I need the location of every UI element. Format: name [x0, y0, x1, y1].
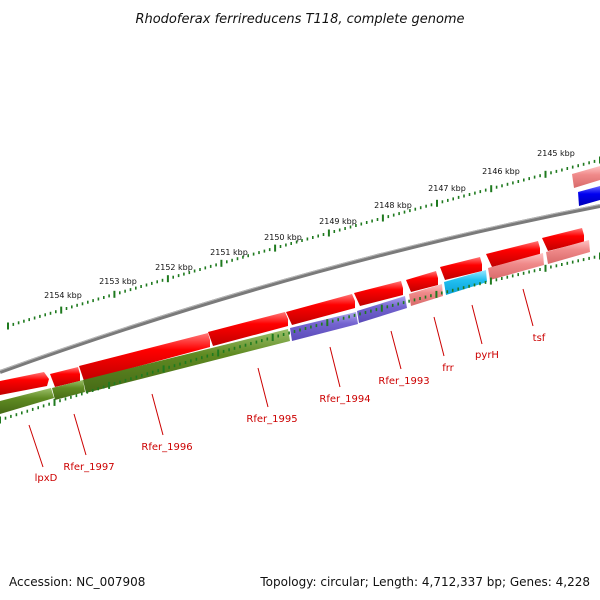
gene-labels: lpxD Rfer_1997 Rfer_1996 Rfer_1995 Rfer_… — [35, 333, 546, 484]
genome-summary-text: Topology: circular; Length: 4,712,337 bp… — [259, 575, 590, 589]
gene-orthology-pink[interactable] — [409, 284, 443, 306]
gene-forward[interactable] — [79, 333, 210, 381]
gene-orthology-olive[interactable] — [0, 388, 54, 414]
genome-backbone — [0, 204, 600, 374]
gene-forward[interactable] — [286, 294, 355, 325]
gene-label-pyrh[interactable]: pyrH — [475, 350, 499, 361]
gene-forward[interactable] — [354, 281, 403, 306]
kbp-tick-label: 2145 kbp — [537, 149, 575, 158]
gene-forward[interactable] — [440, 257, 482, 280]
kbp-tick-label: 2151 kbp — [210, 248, 248, 257]
gene-orthology-blue[interactable] — [578, 186, 600, 206]
gene-label-lpxd[interactable]: lpxD — [35, 473, 58, 484]
gene-label-rfer-1995[interactable]: Rfer_1995 — [246, 414, 297, 425]
gene-label-rfer-1996[interactable]: Rfer_1996 — [141, 442, 192, 453]
gene-forward[interactable] — [0, 372, 49, 395]
gene-orthology-purple[interactable] — [290, 312, 358, 341]
kbp-tick-label: 2149 kbp — [319, 217, 357, 226]
kbp-tick-label: 2154 kbp — [44, 291, 82, 300]
kbp-tick-labels: 2145 kbp 2146 kbp 2147 kbp 2148 kbp 2149… — [44, 149, 575, 300]
gene-orthology-olive[interactable] — [52, 380, 85, 400]
map-title: Rhodoferax ferrireducens T118, complete … — [135, 12, 464, 27]
gene-orthology-cyan[interactable] — [444, 270, 487, 295]
kbp-tick-label: 2147 kbp — [428, 184, 466, 193]
kbp-ruler — [7, 156, 600, 330]
kbp-tick-label: 2148 kbp — [374, 201, 412, 210]
gene-orthology-pink[interactable] — [488, 253, 544, 280]
gene-orthology-olive[interactable] — [83, 329, 290, 393]
inner-ruler — [0, 252, 600, 424]
accession-text: Accession: NC_007908 — [9, 575, 145, 589]
gene-forward[interactable] — [542, 228, 584, 251]
forward-strand-genes — [0, 166, 600, 395]
gene-forward[interactable] — [406, 271, 438, 292]
gene-label-frr[interactable]: frr — [442, 363, 454, 374]
kbp-tick-label: 2153 kbp — [99, 277, 137, 286]
orthology-row — [0, 186, 600, 414]
gene-orthology-pink[interactable] — [546, 240, 590, 264]
gene-forward[interactable] — [208, 312, 288, 346]
gene-label-leaders — [28, 288, 534, 468]
gene-forward[interactable] — [486, 241, 540, 267]
gene-label-rfer-1997[interactable]: Rfer_1997 — [63, 462, 114, 473]
gene-forward[interactable] — [572, 166, 600, 188]
kbp-tick-label: 2150 kbp — [264, 233, 302, 242]
kbp-tick-label: 2152 kbp — [155, 263, 193, 272]
gene-label-tsf[interactable]: tsf — [533, 333, 546, 344]
kbp-tick-label: 2146 kbp — [482, 167, 520, 176]
gene-forward[interactable] — [50, 367, 80, 387]
gene-label-rfer-1993[interactable]: Rfer_1993 — [378, 376, 429, 387]
gene-label-rfer-1994[interactable]: Rfer_1994 — [319, 394, 370, 405]
